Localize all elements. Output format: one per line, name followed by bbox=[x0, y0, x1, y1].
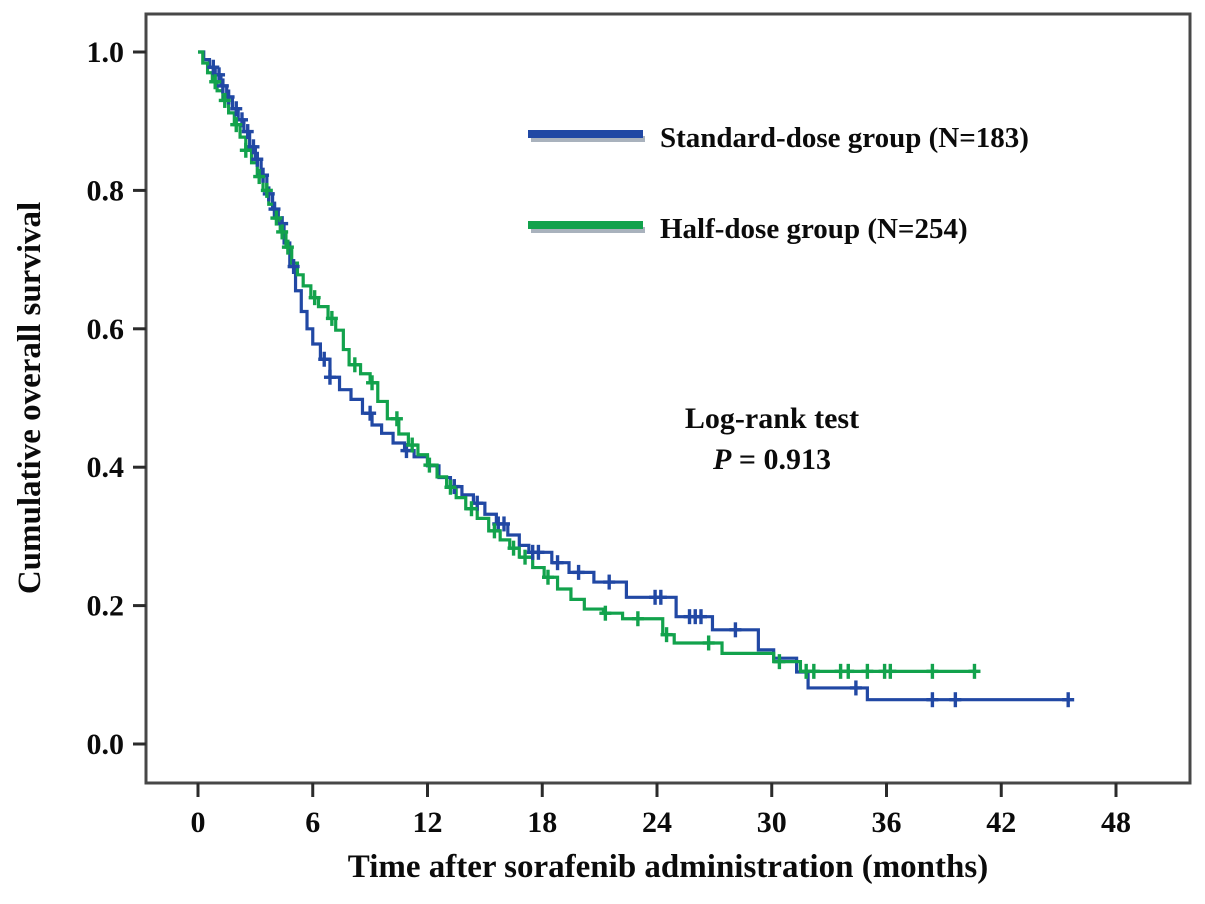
y-tick-label: 0.8 bbox=[87, 174, 125, 207]
y-tick-label: 0.6 bbox=[87, 313, 125, 346]
x-tick-label: 24 bbox=[642, 806, 672, 839]
y-tick-label: 0.2 bbox=[87, 590, 125, 623]
p-symbol: P bbox=[712, 443, 732, 476]
x-tick-label: 12 bbox=[413, 806, 443, 839]
plot-frame bbox=[144, 12, 1192, 785]
p-rest: = 0.913 bbox=[731, 443, 831, 476]
y-tick-label: 0.4 bbox=[87, 451, 125, 484]
legend-swatch-shadow bbox=[531, 136, 645, 142]
x-tick-label: 6 bbox=[305, 806, 320, 839]
survival-curve-standard-dose bbox=[198, 50, 1069, 702]
x-tick-label: 48 bbox=[1101, 806, 1131, 839]
logrank-p-value: P = 0.913 bbox=[712, 443, 831, 476]
legend: Standard-dose group (N=183) Half-dose gr… bbox=[528, 122, 1029, 245]
legend-label-standard-dose: Standard-dose group (N=183) bbox=[660, 122, 1029, 154]
x-tick-label: 42 bbox=[986, 806, 1016, 839]
legend-swatch-half-dose bbox=[528, 221, 643, 229]
x-axis-title: Time after sorafenib administration (mon… bbox=[348, 849, 988, 885]
logrank-annotation: Log-rank test P = 0.913 bbox=[685, 402, 859, 476]
x-tick-label: 0 bbox=[191, 806, 206, 839]
x-tick-label: 18 bbox=[527, 806, 557, 839]
y-axis-title: Cumulative overall survival bbox=[12, 202, 48, 594]
x-tick-label: 30 bbox=[757, 806, 787, 839]
legend-label-half-dose: Half-dose group (N=254) bbox=[660, 213, 968, 245]
y-tick-label: 1.0 bbox=[87, 36, 125, 69]
axes-layer: 1.0 0.8 0.6 0.4 0.2 0.0 0 6 12 18 24 30 36 42 48 bbox=[87, 12, 1192, 839]
legend-swatch-shadow bbox=[531, 227, 645, 233]
logrank-title: Log-rank test bbox=[685, 402, 859, 435]
y-tick-label: 0.0 bbox=[87, 728, 125, 761]
x-tick-label: 36 bbox=[872, 806, 902, 839]
censor-marks-layer bbox=[207, 59, 1075, 708]
legend-swatch-standard-dose bbox=[528, 130, 643, 138]
